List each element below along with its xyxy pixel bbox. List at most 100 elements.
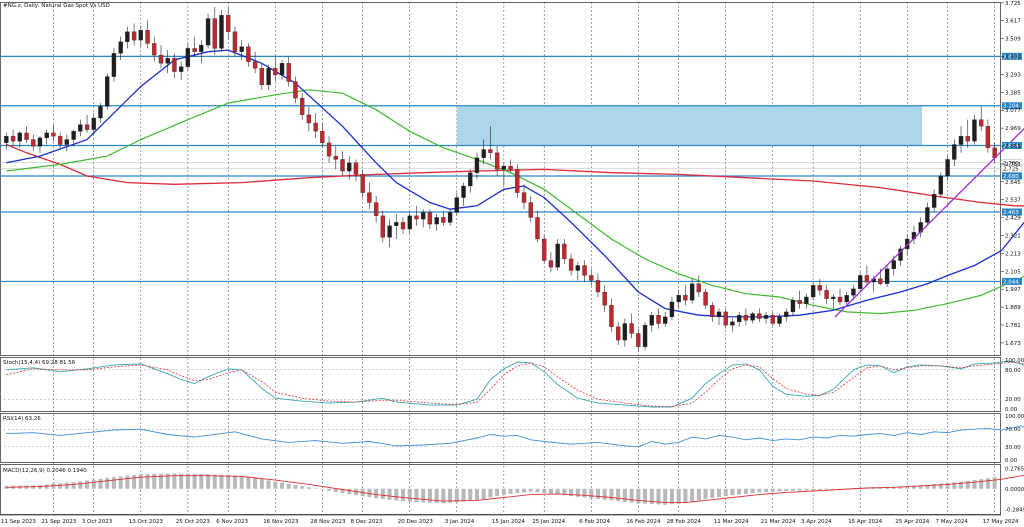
x-tick-label: 3 Apr 2024 xyxy=(801,519,832,525)
candle-body xyxy=(105,76,110,107)
macd-histogram-bar xyxy=(145,474,150,489)
macd-histogram-bar xyxy=(239,475,244,489)
macd-histogram-bar xyxy=(676,488,681,504)
candle-body xyxy=(178,66,184,72)
candle-body xyxy=(555,243,560,268)
macd-histogram-bar xyxy=(51,483,56,489)
macd-histogram-bar xyxy=(421,488,426,503)
candle-body xyxy=(481,149,486,158)
level-label: 2.864 xyxy=(1003,144,1019,150)
x-tick-label: 25 Oct 2023 xyxy=(176,519,211,525)
y-tick-label: 2.213 xyxy=(1005,251,1021,257)
candle-body xyxy=(528,202,533,218)
macd-histogram-bar xyxy=(58,483,63,489)
candle-body xyxy=(683,295,688,301)
x-tick-label: 6 Feb 2024 xyxy=(579,519,610,525)
candle-body xyxy=(84,124,90,130)
candle-body xyxy=(736,315,742,323)
macd-y-label: -0.2849 xyxy=(1005,507,1024,513)
macd-histogram-bar xyxy=(515,488,520,494)
macd-histogram-bar xyxy=(138,474,143,489)
macd-histogram-bar xyxy=(401,488,406,502)
macd-histogram-bar xyxy=(710,488,715,499)
macd-histogram-bar xyxy=(253,478,258,489)
macd-histogram-bar xyxy=(784,488,789,491)
candle-body xyxy=(797,300,802,304)
macd-histogram-bar xyxy=(542,488,547,494)
candle-body xyxy=(145,30,150,44)
macd-histogram-bar xyxy=(575,488,580,497)
candle-body xyxy=(515,169,520,193)
candle-body xyxy=(414,215,419,220)
candle-body xyxy=(629,323,634,334)
candle-body xyxy=(367,192,372,203)
macd-histogram-bar xyxy=(535,488,540,493)
level-label-bg xyxy=(1002,172,1022,180)
candle-body xyxy=(985,126,991,148)
macd-histogram-bar xyxy=(911,485,916,489)
candle-body xyxy=(723,311,728,326)
macd-histogram-bar xyxy=(616,488,621,502)
macd-histogram-bar xyxy=(313,488,318,489)
candle-body xyxy=(864,275,870,283)
level-label: 2.680 xyxy=(1003,174,1019,180)
macd-histogram-bar xyxy=(777,488,782,492)
candle-body xyxy=(165,58,170,64)
candle-body xyxy=(488,149,493,153)
y-tick-label: 2.969 xyxy=(1005,126,1021,132)
candle-body xyxy=(642,325,648,347)
candle-body xyxy=(851,288,856,296)
macd-histogram-bar xyxy=(918,485,923,489)
trendline xyxy=(834,127,1024,318)
macd-histogram-bar xyxy=(844,488,849,489)
y-tick-label: 2.105 xyxy=(1005,269,1021,275)
candle-body xyxy=(158,54,164,64)
macd-histogram-bar xyxy=(764,488,769,493)
candle-body xyxy=(501,165,507,170)
macd-histogram-bar xyxy=(481,488,486,499)
macd-histogram-bar xyxy=(569,488,574,497)
y-tick-label: 1.673 xyxy=(1005,341,1021,347)
macd-histogram-bar xyxy=(696,488,701,501)
macd-histogram-bar xyxy=(992,477,997,489)
macd-y-label: 0.0000 xyxy=(1005,487,1024,493)
candle-body xyxy=(340,159,345,172)
candle-body xyxy=(676,295,681,303)
y-tick-label: 3.725 xyxy=(1005,1,1021,7)
candle-body xyxy=(118,41,123,54)
macd-histogram-bar xyxy=(132,474,137,489)
macd-histogram-bar xyxy=(414,488,419,503)
candle-body xyxy=(232,31,238,52)
candle-body xyxy=(10,136,16,142)
stoch-y-label: 100.00 xyxy=(1005,358,1024,364)
macd-histogram-bar xyxy=(199,474,204,489)
candle-body xyxy=(858,275,863,289)
candle-body xyxy=(152,43,157,56)
macd-histogram-bar xyxy=(582,488,587,498)
candle-body xyxy=(407,215,412,230)
macd-histogram-bar xyxy=(609,488,614,501)
macd-histogram-bar xyxy=(965,480,970,489)
candle-body xyxy=(131,31,137,41)
candle-body xyxy=(521,192,527,203)
candle-body xyxy=(615,326,621,341)
x-tick-label: 21 Sep 2023 xyxy=(41,519,76,525)
macd-histogram-bar xyxy=(71,482,76,489)
macd-histogram-bar xyxy=(448,488,453,503)
x-tick-label: 28 Feb 2024 xyxy=(667,519,702,525)
level-label: 3.402 xyxy=(1003,54,1019,60)
candle-body xyxy=(64,139,70,145)
macd-histogram-bar xyxy=(427,488,432,503)
candle-body xyxy=(51,132,56,137)
stoch-signal-line xyxy=(6,361,1024,408)
candle-body xyxy=(427,212,433,225)
macd-histogram-bar xyxy=(165,473,170,489)
macd-histogram-bar xyxy=(804,488,809,491)
macd-histogram-bar xyxy=(629,488,634,503)
macd-histogram-bar xyxy=(548,488,553,494)
macd-histogram-bar xyxy=(179,473,184,489)
macd-histogram-bar xyxy=(158,473,164,489)
macd-signal-line xyxy=(6,475,1024,504)
